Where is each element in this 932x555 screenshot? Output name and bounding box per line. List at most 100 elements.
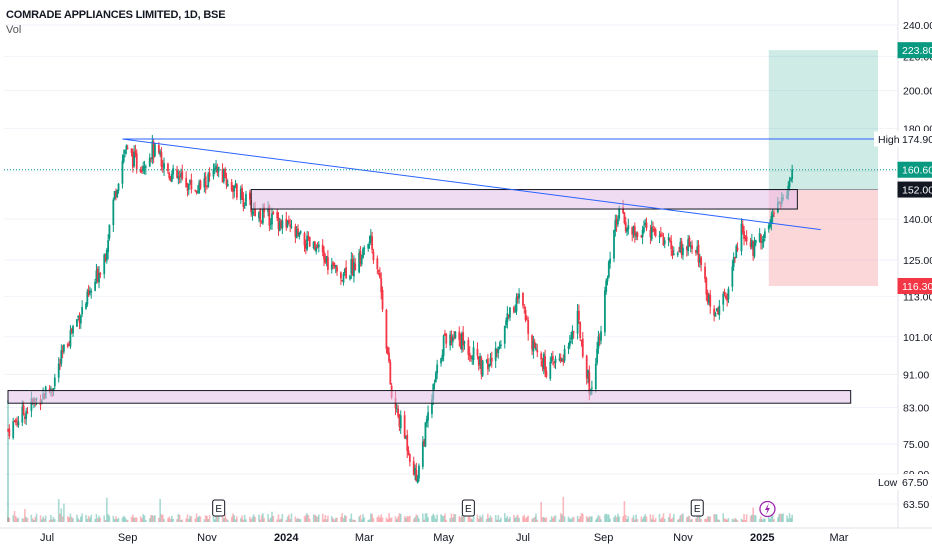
candle (498, 341, 501, 350)
price-label[interactable]: 152.00 (897, 181, 932, 198)
volume-bar (385, 517, 388, 522)
earnings-marker[interactable]: E (690, 499, 704, 517)
volume-bar (678, 518, 680, 522)
candle (8, 424, 11, 440)
price-label-value: 116.30 (902, 281, 932, 293)
candle-body (458, 331, 461, 340)
volume-bar (562, 496, 565, 522)
price-tick-label: 140.00 (903, 214, 932, 226)
candle (116, 189, 119, 199)
upper-resistance-zone[interactable] (250, 189, 798, 210)
candle-body (463, 341, 466, 344)
candle (124, 149, 126, 158)
volume-bar (513, 515, 515, 522)
candle (658, 231, 661, 244)
candle (248, 189, 251, 206)
price-label[interactable]: 116.30 (897, 277, 932, 294)
candle-body (416, 478, 419, 483)
candle (122, 149, 125, 164)
candle-body (61, 350, 64, 353)
candle (415, 462, 418, 482)
candle-body (451, 337, 454, 343)
candle (336, 264, 338, 276)
volume-bar (636, 519, 639, 522)
earnings-marker[interactable]: E (461, 499, 475, 517)
volume-bar (77, 518, 80, 522)
candle (233, 185, 236, 198)
candle-body (21, 406, 24, 423)
candle-body (170, 173, 173, 182)
volume-bar (190, 516, 193, 522)
profit-zone[interactable] (768, 50, 878, 190)
candle-body (604, 290, 606, 333)
candle-body (290, 226, 293, 228)
volume-bar (736, 519, 739, 522)
time-axis[interactable]: Jul Sep Nov 2024 Mar May Jul Sep Nov 2025 Mar (0, 527, 932, 544)
candle-body (507, 314, 510, 317)
candle (321, 239, 324, 257)
candle (734, 256, 736, 263)
candle (467, 337, 470, 361)
candle (468, 346, 471, 362)
candle (471, 355, 474, 365)
candle-body (418, 465, 420, 479)
candle-body (591, 387, 593, 389)
price-label[interactable]: 223.80 (897, 42, 932, 59)
volume-bar (350, 513, 353, 522)
earnings-marker-box[interactable] (690, 499, 704, 517)
candle (245, 190, 247, 207)
candle-body (685, 246, 688, 250)
candle-body (268, 206, 271, 226)
drawings[interactable] (4, 138, 898, 404)
earnings-marker-box[interactable] (212, 499, 226, 517)
candle-body (704, 266, 706, 279)
candle (542, 352, 545, 375)
volume-bar (791, 514, 793, 522)
candle (98, 265, 100, 289)
candle-body (532, 340, 535, 352)
candle-body (661, 235, 664, 237)
volume-bar (295, 518, 298, 522)
candle (285, 211, 288, 231)
candle-body (121, 160, 124, 184)
candle (533, 338, 536, 349)
candle (408, 453, 411, 467)
candle-body (99, 273, 102, 275)
candle (57, 357, 60, 383)
volume-bar (212, 516, 215, 522)
price-label-prefix-box (874, 474, 898, 490)
volume-bar (236, 516, 238, 522)
candle (323, 246, 325, 267)
descending-trendline[interactable] (122, 138, 821, 231)
candle (342, 272, 345, 286)
volume-bar (34, 516, 37, 522)
volume-bar (688, 515, 691, 522)
candle (640, 234, 643, 239)
price-label[interactable]: 67.50 Low (874, 473, 932, 490)
volume-bar (523, 514, 526, 522)
volume-bars (7, 400, 793, 522)
lower-support-zone[interactable] (7, 390, 852, 404)
volume-bar (141, 518, 143, 522)
candle (312, 241, 315, 250)
candle-body (78, 317, 81, 323)
volume-bar (333, 519, 336, 522)
candle (79, 314, 82, 329)
candle (722, 291, 725, 312)
volume-bar (314, 514, 316, 522)
price-label[interactable]: 160.60 (897, 161, 932, 178)
earnings-marker-box[interactable] (461, 499, 475, 517)
candle (316, 242, 319, 249)
price-axis[interactable]: 240.00220.00200.00180.00160.00140.00125.… (874, 0, 932, 528)
flash-icon[interactable] (759, 500, 776, 518)
candle (327, 250, 329, 275)
volume-bar (103, 515, 106, 522)
long-position-tool[interactable] (768, 50, 878, 286)
volume-bar (278, 519, 281, 522)
earnings-marker[interactable]: E (212, 499, 226, 517)
volume-bar (390, 517, 393, 522)
candle (743, 225, 745, 246)
volume-bar (323, 519, 325, 522)
